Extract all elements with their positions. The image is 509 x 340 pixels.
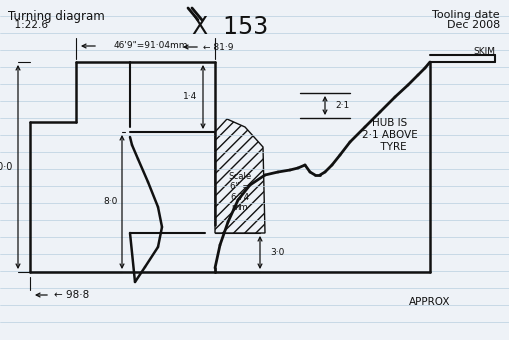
Text: 46'9"=91·04mm: 46'9"=91·04mm (114, 41, 188, 51)
Text: Scale
6" =
6·74
mm: Scale 6" = 6·74 mm (228, 172, 251, 212)
Text: 3·0: 3·0 (269, 248, 284, 257)
Text: Turning diagram: Turning diagram (8, 10, 104, 23)
Text: ← 81·9: ← 81·9 (203, 42, 233, 51)
Text: SKIM: SKIM (472, 47, 494, 55)
Text: HUB IS
2·1 ABOVE
  TYRE: HUB IS 2·1 ABOVE TYRE (361, 118, 417, 152)
Text: 8·0: 8·0 (103, 198, 118, 206)
Text: X  153: X 153 (191, 15, 268, 39)
Text: 2·1: 2·1 (334, 101, 349, 110)
Text: 1:22.6: 1:22.6 (8, 20, 48, 30)
Text: 10·0: 10·0 (0, 162, 13, 172)
Text: APPROX: APPROX (408, 297, 450, 307)
Text: Dec 2008: Dec 2008 (446, 20, 499, 30)
Text: 1·4: 1·4 (182, 92, 196, 102)
Text: ← 98·8: ← 98·8 (54, 290, 89, 300)
Text: Tooling date: Tooling date (432, 10, 499, 20)
